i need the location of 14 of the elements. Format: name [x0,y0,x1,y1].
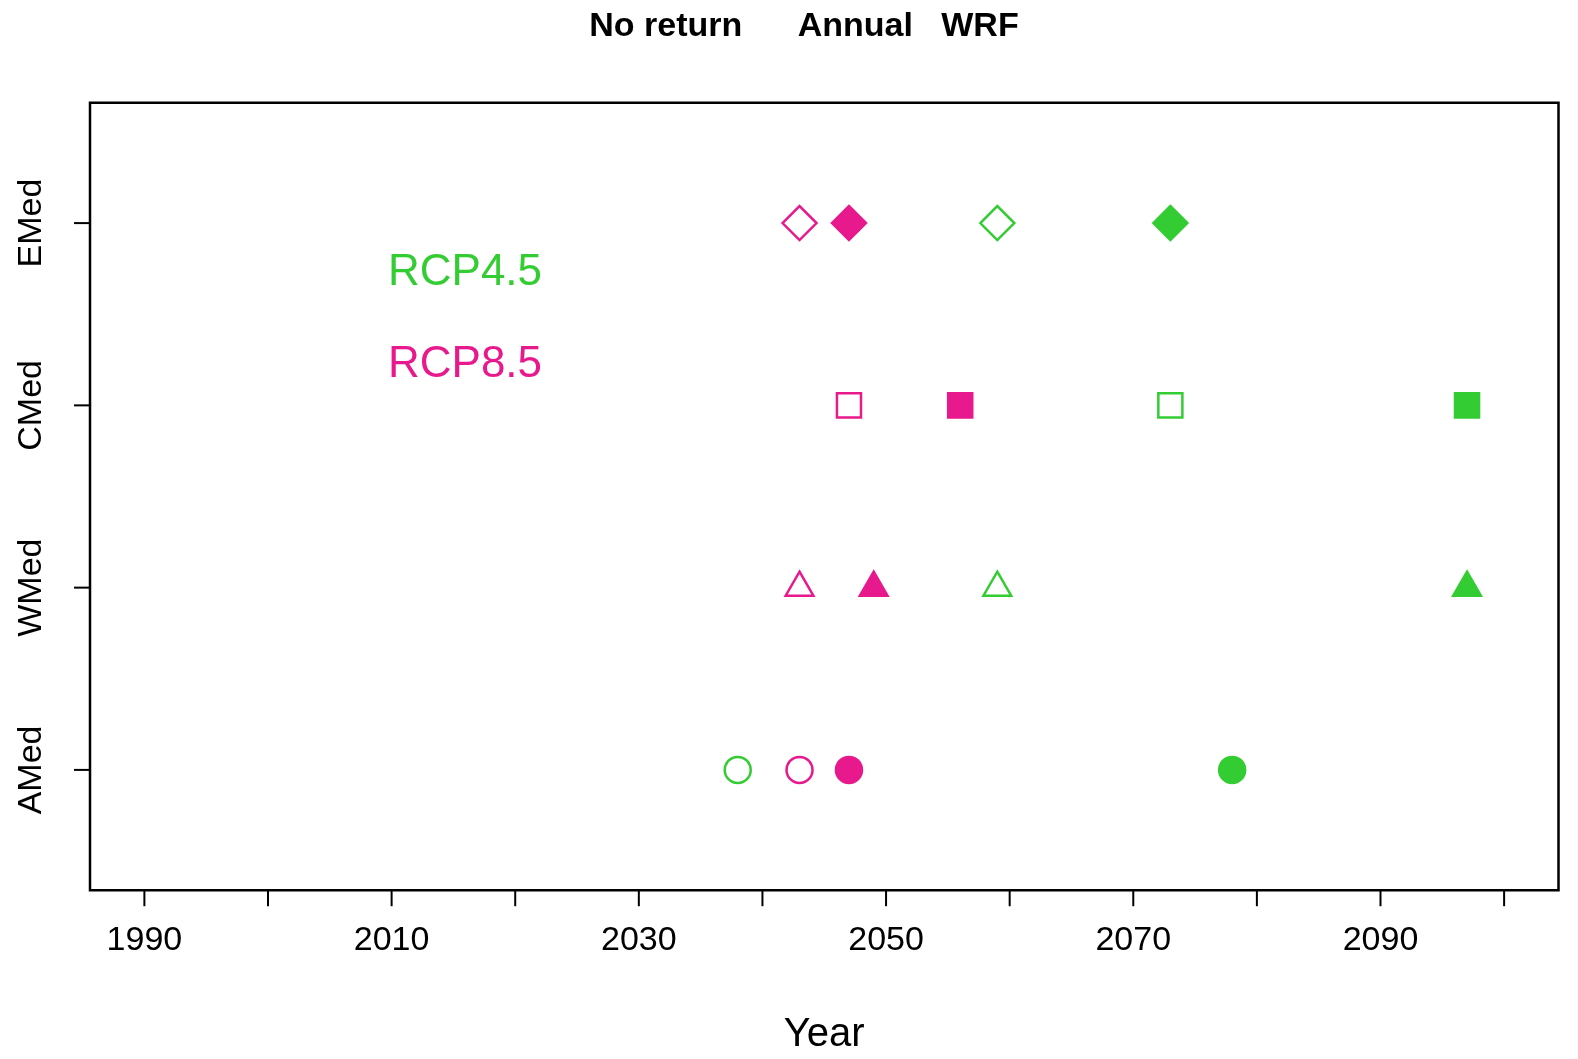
y-tick-label: WMed [10,538,49,637]
y-tick-label: CMed [10,360,49,451]
annotation: RCP8.5 [388,336,543,386]
x-tick-label: 1990 [106,918,183,957]
annotation: RCP4.5 [388,244,543,294]
x-axis-title: Year [783,1010,865,1055]
chart-title: No return Annual WRF [589,4,1019,43]
x-tick-label: 2050 [848,918,924,957]
x-tick-label: 2070 [1095,918,1172,957]
x-tick-label: 2030 [601,918,677,957]
x-tick-label: 2090 [1342,918,1419,957]
y-tick-label: AMed [10,725,49,815]
y-tick-label: EMed [10,178,49,268]
x-tick-label: 2010 [353,918,430,957]
